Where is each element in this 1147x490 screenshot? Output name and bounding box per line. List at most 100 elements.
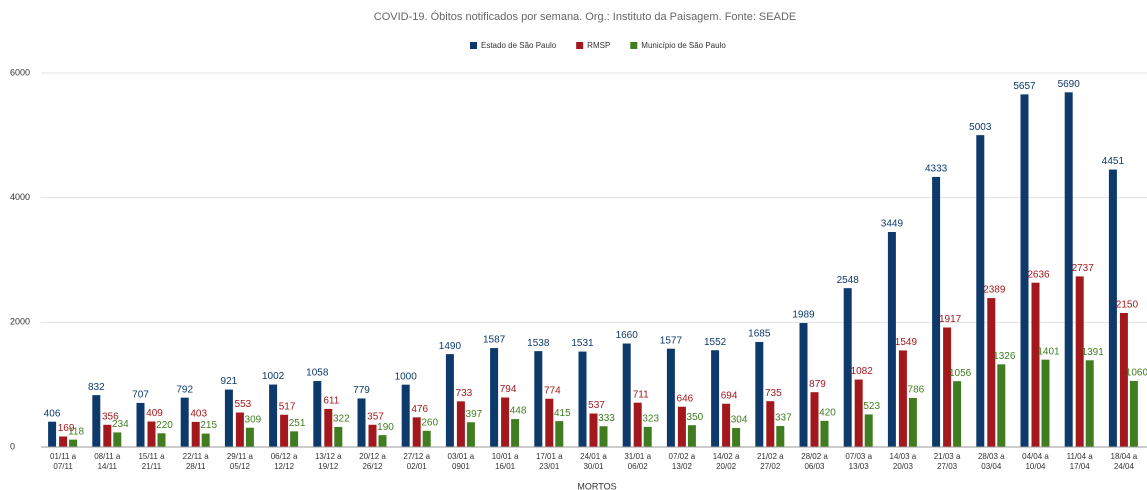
x-tick-label: 22/11 a xyxy=(183,452,210,461)
bar xyxy=(589,413,598,447)
value-label: 304 xyxy=(731,415,748,426)
value-label: 1917 xyxy=(939,314,962,325)
bar xyxy=(932,176,941,447)
value-label: 309 xyxy=(245,414,262,425)
value-label: 323 xyxy=(642,414,659,425)
value-label: 694 xyxy=(721,390,738,401)
value-label: 646 xyxy=(677,393,694,404)
value-label: 1000 xyxy=(395,371,418,382)
value-label: 1552 xyxy=(704,337,727,348)
x-tick-label: 17/04 xyxy=(1070,462,1091,471)
value-label: 4451 xyxy=(1102,156,1125,167)
bar xyxy=(490,348,499,447)
x-tick-label: 08/11 a xyxy=(94,452,121,461)
bar xyxy=(1075,276,1084,447)
x-tick-label: 21/02 a xyxy=(757,452,784,461)
legend-swatch xyxy=(630,42,638,49)
y-tick-label: 2000 xyxy=(10,317,30,327)
legend-label: Estado de São Paulo xyxy=(481,41,557,50)
value-label: 1082 xyxy=(851,366,874,377)
value-label: 792 xyxy=(176,384,193,395)
bar xyxy=(422,430,431,447)
value-label: 553 xyxy=(235,399,252,410)
bar xyxy=(997,364,1006,447)
bar xyxy=(534,351,543,447)
x-tick-label: 11/04 a xyxy=(1067,452,1094,461)
x-tick-label: 16/01 xyxy=(495,462,516,471)
x-tick-label: 01/11 a xyxy=(50,452,77,461)
y-tick-label: 0 xyxy=(10,441,15,451)
x-tick-label: 30/01 xyxy=(583,462,604,471)
value-label: 5003 xyxy=(969,122,992,133)
value-label: 735 xyxy=(765,388,782,399)
bar xyxy=(578,351,587,447)
value-label: 921 xyxy=(221,376,238,387)
value-label: 879 xyxy=(809,379,826,390)
x-tick-label: 20/12 a xyxy=(359,452,386,461)
x-tick-label: 28/03 a xyxy=(978,452,1005,461)
bar xyxy=(810,392,819,447)
bar xyxy=(943,327,952,447)
x-tick-label: 28/02 a xyxy=(801,452,828,461)
bar xyxy=(245,427,254,447)
x-tick-label: 10/04 xyxy=(1025,462,1046,471)
value-label: 215 xyxy=(200,420,217,431)
legend-swatch xyxy=(470,42,477,49)
x-tick-label: 0901 xyxy=(452,462,470,471)
bar xyxy=(799,323,808,447)
x-tick-label: 27/12 a xyxy=(403,452,430,461)
bar xyxy=(456,401,465,447)
bar xyxy=(622,343,631,447)
value-label: 2389 xyxy=(983,285,1006,296)
value-label: 356 xyxy=(102,411,119,422)
value-label: 2737 xyxy=(1072,263,1095,274)
value-label: 3449 xyxy=(881,219,904,230)
x-tick-label: 15/11 a xyxy=(138,452,165,461)
bar xyxy=(157,433,166,447)
legend-label: RMSP xyxy=(587,41,610,50)
value-label: 118 xyxy=(68,426,84,437)
bar xyxy=(666,348,675,447)
x-tick-label: 20/02 xyxy=(716,462,737,471)
value-label: 169 xyxy=(58,423,75,434)
x-tick-label: 20/03 xyxy=(893,462,914,471)
y-tick-label: 4000 xyxy=(10,192,30,202)
bar xyxy=(1129,380,1138,447)
value-label: 220 xyxy=(156,420,173,431)
bar xyxy=(466,422,475,447)
bar xyxy=(103,424,112,447)
bar xyxy=(290,431,299,447)
bar xyxy=(191,421,200,447)
value-label: 779 xyxy=(353,385,370,396)
value-label: 786 xyxy=(908,385,925,396)
bar xyxy=(378,435,387,447)
bar xyxy=(445,354,454,447)
value-label: 406 xyxy=(44,408,61,419)
value-label: 350 xyxy=(687,412,704,423)
bar xyxy=(732,428,741,447)
x-tick-label: 27/03 xyxy=(937,462,958,471)
x-tick-label: 07/11 xyxy=(53,462,73,471)
value-label: 1587 xyxy=(483,335,506,346)
value-label: 537 xyxy=(588,400,605,411)
value-label: 1685 xyxy=(748,329,771,340)
chart-title: COVID-19. Óbitos notificados por semana.… xyxy=(374,10,796,23)
bar xyxy=(722,403,731,447)
bar xyxy=(976,135,985,447)
x-tick-label: 10/01 a xyxy=(492,452,519,461)
bar xyxy=(1119,312,1128,447)
value-label: 2636 xyxy=(1027,269,1050,280)
bar xyxy=(643,426,652,447)
bar xyxy=(313,381,322,447)
x-tick-label: 13/12 a xyxy=(315,452,342,461)
value-label: 1490 xyxy=(439,341,462,352)
bar xyxy=(599,426,608,447)
value-label: 517 xyxy=(279,401,296,412)
x-tick-label: 24/01 a xyxy=(580,452,607,461)
bar xyxy=(887,232,896,447)
x-tick-label: 21/11 xyxy=(142,462,162,471)
x-tick-label: 19/12 xyxy=(318,462,339,471)
x-tick-label: 12/12 xyxy=(274,462,295,471)
legend-swatch xyxy=(576,42,584,49)
value-label: 403 xyxy=(190,409,207,420)
